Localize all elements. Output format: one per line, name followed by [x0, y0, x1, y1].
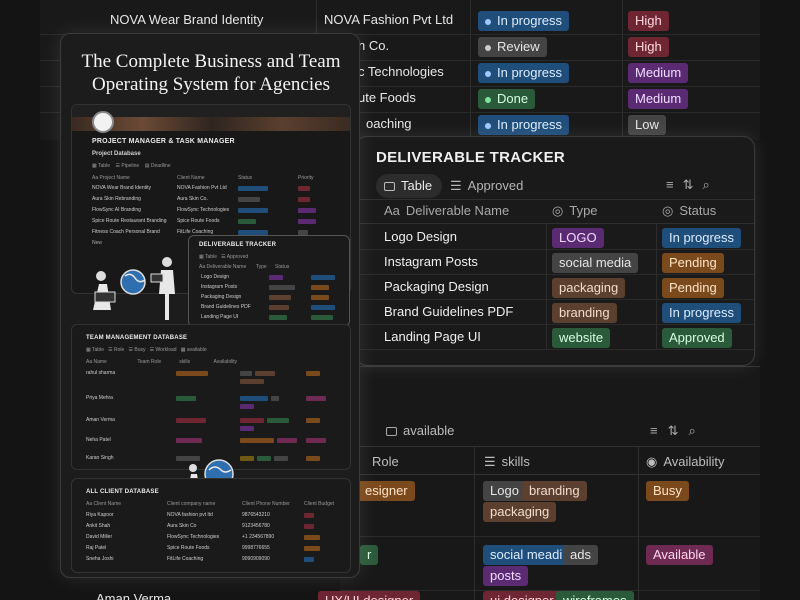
- table-row[interactable]: Logo Design LOGO In progress: [356, 225, 754, 250]
- table-row[interactable]: Landing Page UI website Approved: [356, 325, 754, 350]
- deliverable-name: Brand Guidelines PDF: [384, 304, 514, 319]
- toolbar-icons: ≡⇅⌕: [650, 423, 706, 439]
- table-icon: [386, 427, 397, 437]
- table-row[interactable]: ute Foods Done Medium: [60, 86, 740, 112]
- client-name: NOVA Fashion Pvt Ltd: [324, 12, 454, 27]
- priority-badge: Low: [628, 115, 666, 135]
- client-name: c Technologies: [358, 64, 444, 79]
- team-member-name: Aman Verma: [96, 591, 172, 600]
- type-tag: website: [552, 328, 611, 348]
- deliverable-name: Logo Design: [384, 229, 457, 244]
- availability-tag: Available: [646, 545, 713, 565]
- column-header-skills[interactable]: ☰ skills: [484, 454, 530, 469]
- priority-badge: High: [628, 37, 669, 57]
- status-badge: In progress: [662, 228, 742, 248]
- column-header-availability[interactable]: ◉ Availability: [646, 454, 725, 469]
- search-icon[interactable]: ⌕: [688, 423, 706, 438]
- tab-approved[interactable]: ☰ Approved: [450, 178, 524, 193]
- status-icon: ◎: [662, 203, 674, 218]
- client-name: ute Foods: [358, 90, 416, 105]
- tab-available[interactable]: available: [386, 423, 454, 438]
- role-tag: r: [360, 545, 379, 565]
- skill-tag: branding: [522, 481, 587, 501]
- sort-icon[interactable]: ⇅: [682, 177, 703, 192]
- type-tag: LOGO: [552, 228, 604, 248]
- filter-icon[interactable]: ≡: [650, 423, 668, 438]
- column-header-role[interactable]: Role: [372, 454, 399, 469]
- skill-tag: packaging: [483, 502, 557, 522]
- skill-tag: social meadi: [483, 545, 570, 565]
- table-row[interactable]: c Technologies In progress Medium: [60, 60, 740, 86]
- status-badge: Pending: [662, 278, 724, 298]
- status-badge: In progress: [662, 303, 742, 323]
- client-name: oaching: [366, 116, 412, 131]
- table-row[interactable]: Brand Guidelines PDF branding In progres…: [356, 300, 754, 325]
- status-badge: Review: [478, 37, 547, 57]
- type-tag: packaging: [552, 278, 626, 298]
- promo-card: The Complete Business and Team Operating…: [60, 33, 360, 578]
- clock-icon: [92, 111, 114, 133]
- people-globe-illustration: [93, 257, 175, 320]
- skill-tag: posts: [483, 566, 529, 586]
- table-row[interactable]: n Co. Review High: [60, 34, 740, 60]
- text-icon: Aa: [384, 203, 400, 218]
- status-badge: Pending: [662, 253, 724, 273]
- client-name: n Co.: [358, 38, 390, 53]
- filter-icon[interactable]: ≡: [666, 177, 683, 192]
- availability-tag: Busy: [646, 481, 689, 501]
- skill-tag: ui designer: [483, 591, 561, 600]
- list-icon: ☰: [484, 454, 496, 469]
- status-badge: In progress: [478, 11, 570, 31]
- role-tag: UX/UI designer: [318, 591, 421, 600]
- priority-badge: Medium: [628, 63, 689, 83]
- column-header-status[interactable]: ◎ Status: [662, 203, 717, 218]
- skill-tag: Logo: [483, 481, 526, 501]
- table-row[interactable]: Packaging Design packaging Pending: [356, 275, 754, 300]
- table-row[interactable]: Instagram Posts social media Pending: [356, 250, 754, 275]
- promo-title: The Complete Business and Team Operating…: [81, 51, 341, 95]
- deliverable-name: Packaging Design: [384, 279, 489, 294]
- skill-tag: ads: [563, 545, 598, 565]
- status-badge: In progress: [478, 63, 570, 83]
- select-icon: ◎: [552, 203, 564, 218]
- toolbar-icons: ≡⇅⌕: [666, 177, 719, 193]
- status-icon: ◉: [646, 454, 658, 469]
- table-icon: [384, 182, 395, 192]
- deliverable-tracker-preview: DELIVERABLE TRACKER ▦ Table ☰ Approved A…: [188, 235, 350, 327]
- role-tag: esigner: [358, 481, 415, 501]
- search-icon[interactable]: ⌕: [702, 177, 719, 192]
- deliverable-name: Landing Page UI: [384, 329, 481, 344]
- type-tag: social media: [552, 253, 639, 273]
- deliverable-tracker-panel: DELIVERABLE TRACKER Table ☰ Approved ≡⇅⌕ …: [355, 136, 755, 366]
- status-badge: Done: [478, 89, 536, 109]
- list-icon: ☰: [450, 178, 462, 193]
- deliverable-name: Instagram Posts: [384, 254, 478, 269]
- sort-icon[interactable]: ⇅: [667, 423, 689, 438]
- client-database-preview: ALL CLIENT DATABASE Aa Client Name Clien…: [71, 478, 351, 573]
- status-badge: In progress: [478, 115, 570, 135]
- deliverable-tracker-title: DELIVERABLE TRACKER: [376, 149, 566, 166]
- column-header-name[interactable]: Aa Deliverable Name: [384, 203, 510, 218]
- tab-table[interactable]: Table: [376, 174, 443, 198]
- type-tag: branding: [552, 303, 617, 323]
- column-header-type[interactable]: ◎ Type: [552, 203, 598, 218]
- team-management-preview: TEAM MANAGEMENT DATABASE ▦ Table ☰ Role …: [71, 324, 351, 470]
- table-row[interactable]: NOVA Wear Brand Identity NOVA Fashion Pv…: [60, 8, 740, 34]
- project-name: NOVA Wear Brand Identity: [110, 12, 264, 27]
- priority-badge: Medium: [628, 89, 689, 109]
- skill-tag: wireframes: [556, 591, 634, 600]
- priority-badge: High: [628, 11, 669, 31]
- table-row[interactable]: oaching In progress Low: [60, 112, 740, 138]
- status-badge: Approved: [662, 328, 732, 348]
